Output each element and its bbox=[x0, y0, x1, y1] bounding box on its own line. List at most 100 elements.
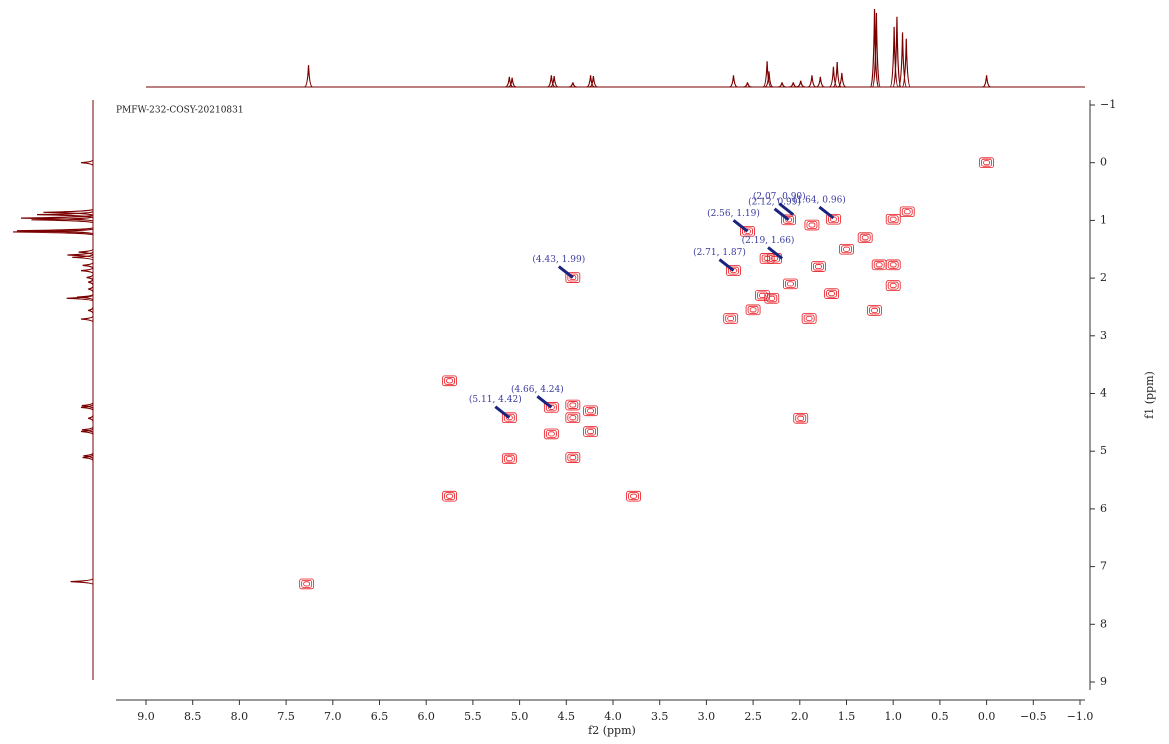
contour-ring bbox=[626, 490, 641, 502]
contour-ring bbox=[727, 315, 735, 321]
cross-peak bbox=[626, 490, 641, 502]
contour-ring bbox=[503, 454, 515, 463]
contour-ring bbox=[501, 412, 517, 424]
contour-ring bbox=[446, 493, 453, 499]
y-axis-label: f1 (ppm) bbox=[1143, 371, 1156, 419]
contour-ring bbox=[569, 455, 577, 461]
f1-projection-peak bbox=[80, 315, 94, 323]
contour-ring bbox=[442, 490, 457, 502]
contour-ring bbox=[299, 578, 315, 590]
cross-peak bbox=[899, 206, 915, 218]
cross-peak bbox=[824, 288, 839, 299]
contour-ring bbox=[843, 246, 850, 252]
x-tick-label: 4.5 bbox=[558, 710, 576, 723]
cross-peak bbox=[755, 290, 770, 301]
contour-ring bbox=[903, 209, 911, 215]
contour-ring bbox=[583, 405, 598, 417]
x-tick-label: 2.0 bbox=[791, 710, 809, 723]
f1-projection-peak bbox=[36, 211, 94, 219]
x-tick-label: 0.0 bbox=[978, 710, 996, 723]
y-tick-label: 7 bbox=[1100, 560, 1107, 573]
contour-ring bbox=[567, 453, 579, 462]
annotation-label: (2.12, 0.99) bbox=[748, 196, 801, 207]
cross-peak bbox=[565, 452, 581, 463]
contour-ring bbox=[797, 415, 805, 421]
contour-ring bbox=[742, 227, 753, 236]
contour-ring bbox=[787, 281, 794, 287]
f1-projection-peak bbox=[66, 294, 94, 302]
f2-projection-peak bbox=[777, 82, 787, 88]
x-tick-label: 1.0 bbox=[884, 710, 902, 723]
contour-ring bbox=[766, 294, 778, 303]
contour-ring bbox=[723, 313, 739, 324]
contour-ring bbox=[869, 306, 880, 315]
x-tick-label: 3.5 bbox=[651, 710, 669, 723]
cross-peak bbox=[839, 243, 854, 255]
contour-ring bbox=[569, 415, 577, 421]
contour-ring bbox=[867, 305, 882, 316]
y-tick-label: 4 bbox=[1100, 387, 1107, 400]
cross-peak bbox=[726, 265, 741, 276]
contour-ring bbox=[303, 581, 311, 587]
y-tick-label: 0 bbox=[1100, 156, 1107, 169]
cross-peak bbox=[565, 412, 581, 424]
cross-peak bbox=[501, 412, 517, 424]
annotation-label: (2.56, 1.19) bbox=[707, 208, 760, 219]
contour-ring bbox=[873, 260, 885, 269]
x-tick-label: 7.0 bbox=[324, 710, 342, 723]
x-tick-label: 4.0 bbox=[604, 710, 622, 723]
f2-projection-peak bbox=[589, 76, 598, 88]
contour-ring bbox=[565, 399, 581, 411]
cross-peak bbox=[442, 490, 457, 502]
contour-ring bbox=[889, 283, 897, 289]
contour-ring bbox=[749, 307, 757, 313]
x-tick-label: 5.5 bbox=[464, 710, 482, 723]
f2-projection-peak bbox=[889, 26, 899, 88]
f2-projection-peak bbox=[892, 16, 902, 88]
contour-ring bbox=[745, 304, 761, 316]
contour-ring bbox=[444, 376, 455, 385]
f2-projection-peak bbox=[789, 82, 798, 88]
cross-peak bbox=[783, 278, 798, 290]
contour-ring bbox=[569, 402, 577, 408]
cross-peak bbox=[811, 261, 826, 272]
contour-ring bbox=[744, 228, 751, 234]
annotation-arrow bbox=[778, 202, 795, 216]
contour-ring bbox=[763, 255, 771, 261]
f2-projection-peak bbox=[743, 82, 752, 88]
annotation-arrow bbox=[718, 258, 735, 272]
contour-ring bbox=[567, 413, 579, 422]
cross-peak bbox=[740, 226, 755, 237]
contour-ring bbox=[889, 216, 897, 222]
cross-peak bbox=[885, 213, 901, 225]
x-tick-label: −1.0 bbox=[1067, 710, 1094, 723]
contour-ring bbox=[728, 266, 739, 275]
f2-projection-peak bbox=[982, 75, 991, 88]
f1-projection-peak bbox=[72, 253, 94, 261]
contour-ring bbox=[839, 243, 854, 255]
f1-projection-peak bbox=[16, 227, 94, 235]
f1-projection-peak bbox=[80, 267, 94, 274]
f1-projection-peak bbox=[81, 402, 94, 409]
f2-projection-peak bbox=[796, 80, 805, 88]
f1-projection-peak bbox=[80, 404, 94, 411]
x-tick-label: −0.5 bbox=[1020, 710, 1047, 723]
contour-ring bbox=[826, 213, 841, 225]
contour-ring bbox=[730, 268, 737, 274]
contour-ring bbox=[885, 213, 901, 225]
f2-projection-peak bbox=[729, 75, 738, 88]
annotation-arrow bbox=[494, 405, 511, 419]
contour-ring bbox=[887, 281, 899, 290]
annotation-label: (4.43, 1.99) bbox=[532, 254, 585, 265]
f2-projection-peak bbox=[829, 66, 838, 88]
cross-peak bbox=[543, 428, 559, 440]
annotation-label: (2.07, 0.90) bbox=[753, 191, 806, 202]
y-tick-label: −1 bbox=[1100, 98, 1116, 111]
cross-peak bbox=[501, 453, 517, 465]
contour-ring bbox=[861, 235, 869, 241]
annotation-label: (1.64, 0.96) bbox=[793, 195, 846, 206]
contour-ring bbox=[545, 429, 557, 438]
annotation-arrow bbox=[732, 219, 749, 233]
annotation-arrow bbox=[818, 205, 835, 220]
